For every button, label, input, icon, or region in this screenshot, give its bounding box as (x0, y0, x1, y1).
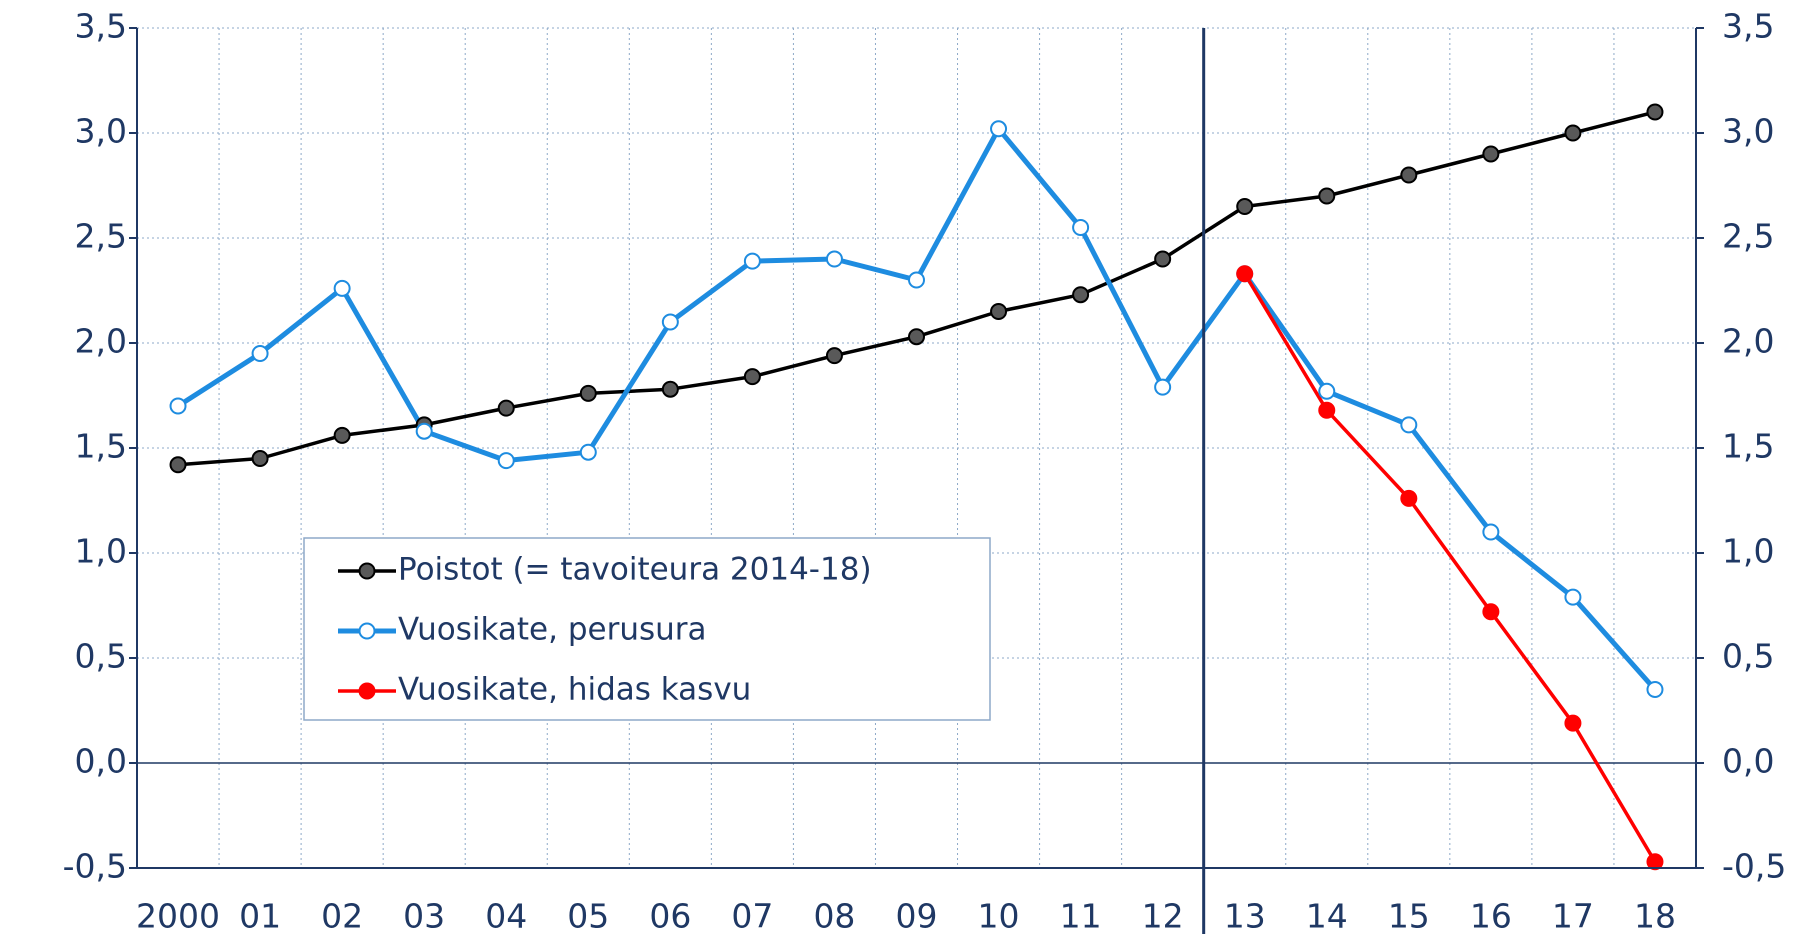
y2-tick-label: -0,5 (1722, 847, 1786, 886)
y-tick-label: -0,5 (63, 847, 127, 886)
x-tick-label: 08 (813, 897, 855, 934)
point (990, 120, 1008, 138)
point (1400, 416, 1418, 434)
point (1564, 124, 1582, 142)
point (1564, 714, 1582, 732)
point (1646, 681, 1664, 698)
y2-tick-label: 1,5 (1722, 427, 1774, 466)
point (1154, 250, 1172, 268)
y-tick-label: 1,0 (75, 532, 127, 571)
y2-tick-label: 1,0 (1722, 532, 1774, 571)
y2-tick-label: 0,5 (1722, 637, 1774, 676)
point (1646, 853, 1664, 871)
point (497, 452, 515, 470)
point (661, 313, 679, 331)
y2-tick-label: 3,0 (1722, 112, 1774, 151)
legend-marker (358, 622, 376, 640)
series-line (1243, 272, 1657, 863)
x-tick-label: 09 (896, 897, 938, 934)
point (1236, 265, 1254, 283)
x-tick-label: 14 (1306, 897, 1348, 934)
x-tick-label: 01 (239, 897, 281, 934)
point (1400, 166, 1418, 184)
y-tick-label: 0,0 (75, 742, 127, 781)
point (415, 422, 433, 440)
point (908, 271, 925, 289)
y-tick-label: 0,5 (75, 637, 127, 676)
legend-box (303, 537, 991, 721)
grid (137, 27, 1696, 869)
point (1400, 489, 1418, 507)
point (1564, 588, 1582, 606)
y-tick-label: 1,5 (75, 427, 127, 466)
point (825, 250, 843, 268)
point (1072, 286, 1090, 304)
point (1482, 145, 1500, 163)
point (333, 279, 351, 297)
legend-marker (358, 562, 376, 580)
point (743, 252, 761, 270)
point (579, 443, 597, 461)
x-tick-label: 11 (1060, 897, 1102, 934)
y2-tick-label: 2,5 (1722, 217, 1774, 256)
point (1072, 219, 1090, 236)
x-tick-label: 18 (1634, 897, 1676, 934)
plot (169, 103, 1664, 871)
point (1318, 401, 1336, 419)
y2-tick-label: 0,0 (1722, 742, 1774, 781)
point (251, 450, 269, 467)
x-tick-label: 04 (485, 897, 527, 934)
point (169, 456, 187, 474)
x-tick-label: 16 (1470, 897, 1512, 934)
point (1646, 103, 1664, 121)
point (579, 384, 597, 402)
x-tick-label: 15 (1388, 897, 1430, 934)
x-tick-label: 02 (321, 897, 363, 934)
point (1482, 603, 1500, 621)
x-tick-label: 2000 (136, 897, 220, 934)
point (661, 380, 679, 398)
x-tick-label: 12 (1142, 897, 1184, 934)
x-tick-label: 10 (978, 897, 1020, 934)
point (1318, 382, 1336, 400)
y2-tick-label: 2,0 (1722, 322, 1774, 361)
x-tick-label: 17 (1552, 897, 1594, 934)
y2-tick-label: 3,5 (1722, 7, 1774, 46)
point (1482, 523, 1500, 541)
y-tick-label: 2,0 (75, 322, 127, 361)
y-tick-label: 3,5 (75, 7, 127, 46)
legend: Poistot (= tavoiteura 2014-18) Vuosikate,… (303, 537, 991, 721)
x-tick-label: 13 (1224, 897, 1266, 934)
x-tick-label: 06 (649, 897, 691, 934)
point (333, 426, 351, 444)
x-tick-label: 05 (567, 897, 609, 934)
legend-label: Vuosikate, perusura (398, 612, 707, 648)
point (908, 328, 925, 346)
legend-label: Vuosikate, hidas kasvu (398, 672, 751, 708)
legend-marker (358, 682, 376, 700)
point (1154, 378, 1172, 396)
point (743, 368, 761, 386)
point (825, 347, 843, 365)
point (990, 303, 1008, 320)
point (1236, 198, 1254, 215)
legend-label: Poistot (= tavoiteura 2014-18) (398, 552, 872, 588)
x-tick-label: 07 (731, 897, 773, 934)
x-tick-label: 03 (403, 897, 445, 934)
point (169, 397, 187, 415)
y-tick-label: 2,5 (75, 217, 127, 256)
point (497, 399, 515, 417)
point (251, 345, 269, 362)
point (1318, 187, 1336, 205)
y-tick-label: 3,0 (75, 112, 127, 151)
